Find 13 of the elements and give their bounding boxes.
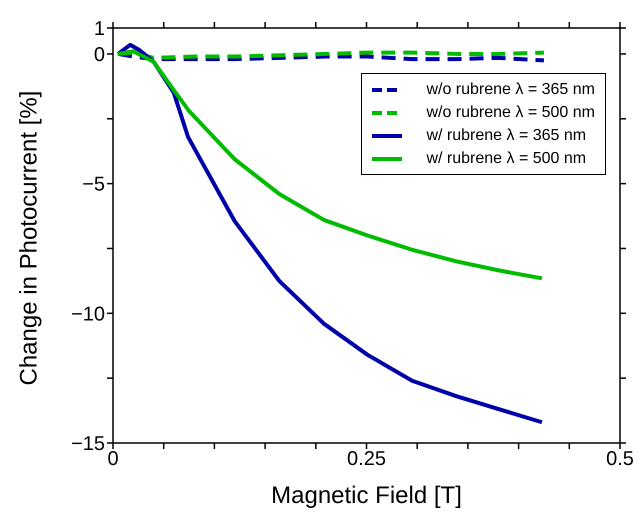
y-tick-label: 0 (94, 44, 105, 66)
y-tick-label: −5 (82, 174, 105, 196)
x-axis-title: Magnetic Field [T] (271, 482, 462, 509)
legend-label: w/o rubrene λ = 365 nm (426, 80, 595, 98)
x-tick-label: 0.5 (606, 448, 634, 470)
y-tick-label: −10 (71, 303, 105, 326)
x-tick-label: 0.25 (347, 448, 386, 470)
y-tick-label: 1 (94, 18, 105, 40)
legend-label: w/o rubrene λ = 500 nm (426, 104, 595, 122)
legend-label: w/ rubrene λ = 500 nm (426, 150, 586, 168)
legend-label: w/ rubrene λ = 365 nm (426, 126, 586, 144)
y-axis-title: Change in Photocurrent [%] (16, 90, 43, 386)
y-tick-label: −15 (71, 433, 105, 456)
